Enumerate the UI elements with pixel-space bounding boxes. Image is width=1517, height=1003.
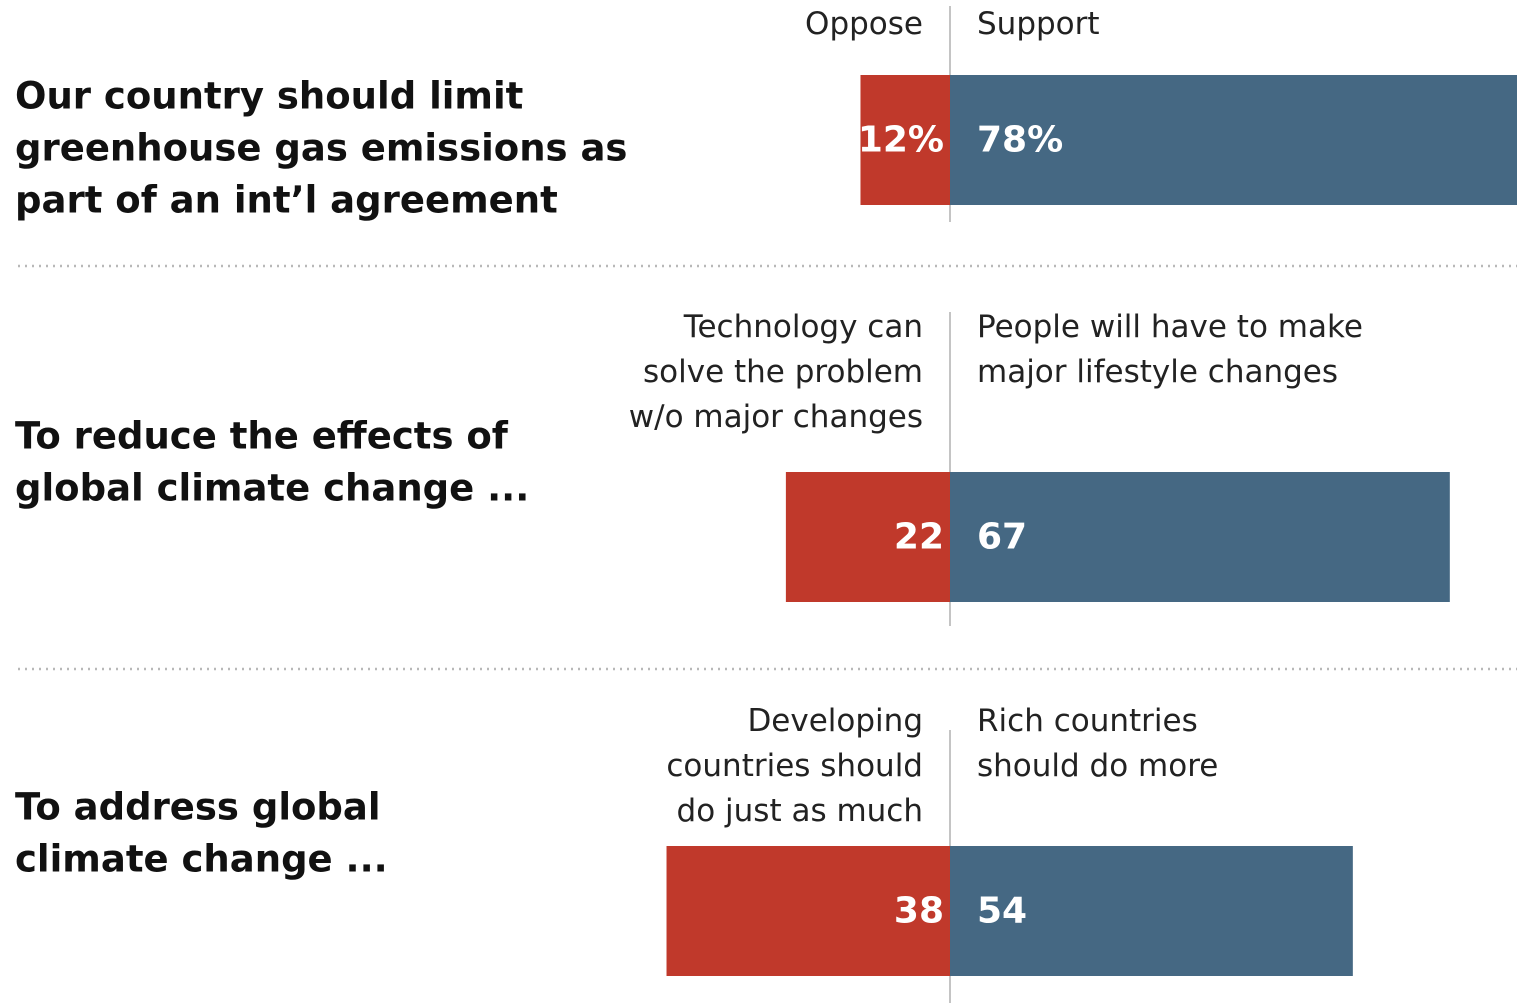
left-header-2-line-1: Technology can: [683, 309, 923, 345]
left-header-2-line-2: solve the problem: [643, 354, 923, 390]
question-3-line-1: To address global: [15, 786, 381, 829]
value-label-left-1: 12%: [858, 120, 944, 161]
left-header-1-line-1: Oppose: [805, 6, 923, 42]
left-header-3-line-3: do just as much: [677, 793, 923, 829]
right-header-3-line-1: Rich countries: [977, 703, 1198, 739]
left-header-3-line-2: countries should: [666, 748, 923, 784]
left-header-2-line-3: w/o major changes: [629, 399, 923, 435]
question-2-line-1: To reduce the effects of: [15, 415, 509, 458]
bars: [667, 75, 1517, 976]
right-header-2-line-2: major lifestyle changes: [977, 354, 1338, 390]
right-header-3-line-2: should do more: [977, 748, 1218, 784]
value-label-right-2: 67: [977, 517, 1027, 558]
right-header-1-line-1: Support: [977, 6, 1100, 42]
left-header-3-line-1: Developing: [747, 703, 923, 739]
question-1-line-2: greenhouse gas emissions as: [15, 127, 627, 170]
question-2-line-2: global climate change ...: [15, 467, 529, 510]
value-label-left-2: 22: [894, 517, 944, 558]
value-label-right-1: 78%: [977, 120, 1063, 161]
value-label-right-3: 54: [977, 891, 1027, 932]
value-label-left-3: 38: [894, 891, 944, 932]
right-header-2-line-1: People will have to make: [977, 309, 1363, 345]
question-3-line-2: climate change ...: [15, 838, 388, 881]
question-1-line-1: Our country should limit: [15, 75, 523, 118]
question-1-line-3: part of an int’l agreement: [15, 179, 558, 222]
